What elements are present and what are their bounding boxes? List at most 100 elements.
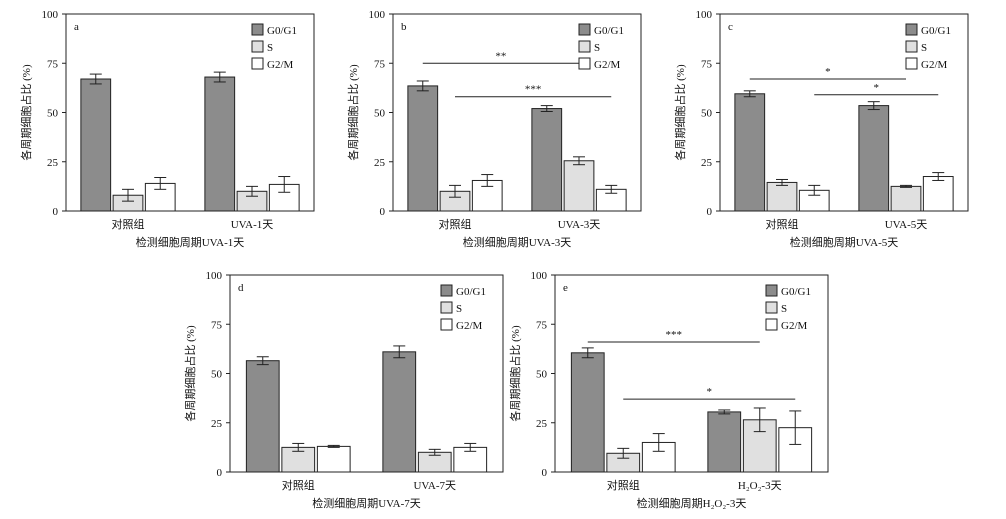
legend-swatch-2 (440, 318, 453, 331)
y-tick-label: 25 (211, 418, 223, 430)
panel-letter: b (401, 21, 407, 33)
bar-g0g1-1 (858, 105, 890, 212)
significance-label: * (873, 82, 879, 94)
bar-s-1 (890, 185, 922, 212)
x-axis-label: 检测细胞周期UVA-5天 (790, 235, 899, 249)
legend-label: G0/G1 (267, 25, 297, 37)
legend-swatch-0 (905, 23, 918, 36)
chart-panel-a: 0 25 50 75 100 各周期细胞占比 (%) a 对照组 UVA-1天检测细胞周期UVA… (19, 9, 315, 249)
legend-label: S (781, 303, 787, 315)
significance-label: *** (525, 84, 542, 96)
y-tick-label: 0 (380, 206, 386, 218)
legend-swatch-2 (905, 57, 918, 70)
bar-g0g1-0 (245, 360, 280, 473)
y-tick-label: 75 (374, 58, 386, 70)
bar-g0g1-1 (707, 411, 742, 473)
x-tick-label: 对照组 (766, 217, 799, 231)
legend-label: S (594, 42, 600, 54)
x-axis-label: 检测细胞周期UVA-3天 (463, 235, 572, 249)
bar-g0g1-0 (407, 85, 439, 212)
significance-label: * (706, 386, 712, 398)
y-tick-label: 50 (47, 108, 59, 120)
x-tick-label: 对照组 (112, 217, 145, 231)
bar-s-1 (563, 160, 595, 212)
y-axis-label: 各周期细胞占比 (%) (19, 64, 33, 161)
legend-swatch-2 (578, 57, 591, 70)
legend-swatch-0 (440, 284, 453, 297)
y-tick-label: 50 (211, 369, 223, 381)
panel-letter: a (74, 21, 79, 33)
y-tick-label: 100 (369, 9, 386, 21)
chart-panel-d: 0 25 50 75 100 各周期细胞占比 (%) d 对照组 UVA-7天检测细胞周期UVA… (183, 270, 504, 510)
significance-label: * (825, 66, 831, 78)
legend-swatch-0 (578, 23, 591, 36)
y-tick-label: 100 (531, 270, 548, 282)
x-axis-label: 检测细胞周期UVA-1天 (136, 235, 245, 249)
x-tick-label: UVA-7天 (413, 480, 456, 492)
legend-swatch-2 (765, 318, 778, 331)
y-axis-label: 各周期细胞占比 (%) (346, 64, 360, 161)
y-tick-label: 75 (701, 58, 713, 70)
chart-panel-c: 0 25 50 75 100 各周期细胞占比 (%) c 对照组 UVA-5天检测细胞周期UVA… (673, 9, 969, 249)
legend-label: S (456, 303, 462, 315)
y-tick-label: 50 (701, 108, 713, 120)
x-tick-label: UVA-5天 (885, 219, 928, 231)
x-tick-label: 对照组 (282, 478, 315, 492)
bar-g0g1-0 (80, 78, 112, 212)
significance-label: ** (495, 50, 506, 62)
bar-g0g1-1 (531, 108, 563, 212)
legend-swatch-1 (440, 301, 453, 314)
legend-swatch-1 (905, 40, 918, 53)
chart-panel-e: 0 25 50 75 100 各周期细胞占比 (%) e 对照组 H₂O₂-3天检测细胞周期H₂… (508, 270, 829, 510)
y-tick-label: 25 (47, 157, 59, 169)
y-tick-label: 75 (211, 319, 223, 331)
panel-letter: d (238, 282, 244, 294)
legend-swatch-1 (765, 301, 778, 314)
legend-swatch-2 (251, 57, 264, 70)
bar-g2m-0 (316, 445, 351, 473)
legend-label: G0/G1 (781, 286, 811, 298)
y-axis-label: 各周期细胞占比 (%) (183, 325, 197, 422)
y-tick-label: 0 (217, 467, 223, 479)
y-tick-label: 100 (206, 270, 223, 282)
x-tick-label: 对照组 (607, 478, 640, 492)
bar-s-0 (766, 181, 798, 212)
legend-swatch-0 (251, 23, 264, 36)
x-tick-label: H₂O₂-3天 (738, 480, 782, 492)
panel-letter: c (728, 21, 733, 33)
y-tick-label: 100 (696, 9, 713, 21)
chart-panel-b: 0 25 50 75 100 各周期细胞占比 (%) b 对照组 UVA-3天检测细胞周期UVA… (346, 9, 642, 249)
legend-swatch-1 (578, 40, 591, 53)
legend-label: G2/M (267, 59, 294, 71)
y-tick-label: 75 (536, 319, 548, 331)
bar-g2m-1 (922, 176, 954, 212)
bar-g0g1-1 (382, 351, 417, 473)
y-tick-label: 25 (374, 157, 386, 169)
y-tick-label: 25 (536, 418, 548, 430)
significance-label: *** (666, 329, 683, 341)
legend-label: G2/M (921, 59, 948, 71)
y-axis-label: 各周期细胞占比 (%) (673, 64, 687, 161)
legend-label: G0/G1 (456, 286, 486, 298)
y-tick-label: 0 (542, 467, 548, 479)
legend-swatch-1 (251, 40, 264, 53)
legend-label: G0/G1 (594, 25, 624, 37)
legend-label: G2/M (456, 320, 483, 332)
legend-label: S (921, 42, 927, 54)
y-tick-label: 0 (53, 206, 59, 218)
y-tick-label: 100 (42, 9, 59, 21)
y-tick-label: 50 (374, 108, 386, 120)
y-tick-label: 50 (536, 369, 548, 381)
legend-swatch-0 (765, 284, 778, 297)
bar-g0g1-0 (570, 352, 605, 473)
y-tick-label: 75 (47, 58, 59, 70)
legend-label: G2/M (594, 59, 621, 71)
x-tick-label: UVA-1天 (231, 219, 274, 231)
x-axis-label: 检测细胞周期H₂O₂-3天 (637, 496, 747, 510)
x-tick-label: UVA-3天 (558, 219, 601, 231)
panel-letter: e (563, 282, 568, 294)
x-axis-label: 检测细胞周期UVA-7天 (312, 496, 421, 510)
legend-label: G0/G1 (921, 25, 951, 37)
x-tick-label: 对照组 (439, 217, 472, 231)
